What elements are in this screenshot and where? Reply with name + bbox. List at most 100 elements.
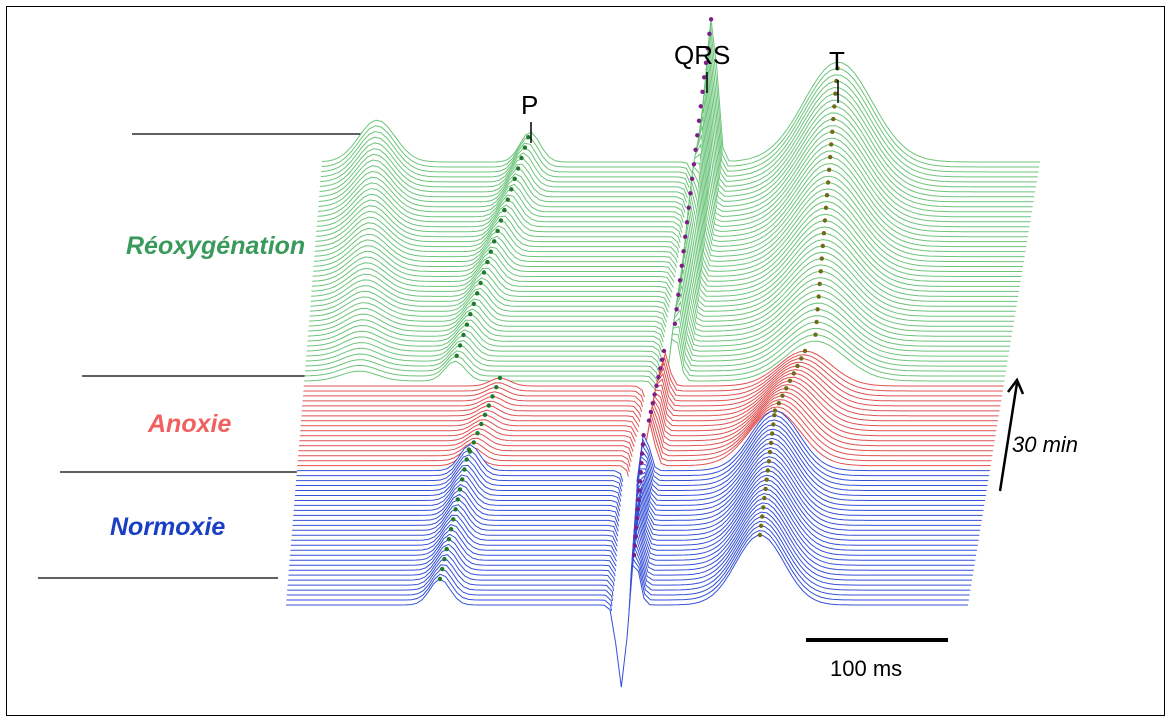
p-marker-60 (478, 280, 483, 286)
qrs-marker-78 (700, 89, 705, 95)
t-marker-36 (787, 378, 793, 383)
qrs-marker-16 (637, 479, 643, 484)
p-marker-14 (453, 507, 458, 512)
ecg-trace-48 (305, 317, 1007, 390)
t-marker-58 (819, 256, 824, 261)
ecg-trace-62 (311, 210, 1019, 323)
time-arrow (998, 377, 1025, 492)
qrs-marker-28 (646, 418, 652, 423)
qrs-marker-34 (652, 392, 657, 397)
p-marker-62 (481, 270, 487, 275)
t-marker-66 (823, 205, 829, 210)
ecg-trace-87 (321, 29, 1039, 201)
t-marker-82 (832, 104, 837, 109)
t-marker-70 (825, 180, 831, 185)
ecg-trace-58 (309, 238, 1015, 339)
t-marker-34 (784, 386, 789, 391)
t-marker-20 (768, 440, 774, 446)
ecg-trace-75 (316, 125, 1029, 257)
qrs-marker-62 (686, 205, 691, 210)
t-marker-54 (817, 281, 822, 287)
qrs-marker-36 (654, 383, 659, 388)
qrs-marker-26 (641, 433, 646, 438)
t-marker-78 (830, 129, 835, 134)
qrs-marker-14 (637, 488, 642, 493)
p-marker-50 (461, 332, 466, 338)
qrs-marker-48 (674, 307, 679, 312)
t-marker-12 (764, 477, 769, 482)
p-marker-46 (454, 353, 459, 358)
t-marker-22 (770, 431, 775, 436)
ecg-trace-0 (286, 534, 968, 688)
t-marker-56 (818, 269, 823, 274)
t-marker-2 (758, 523, 764, 528)
qrs-marker-38 (656, 374, 661, 380)
ecg-trace-54 (307, 269, 1012, 356)
qrs-marker-86 (707, 31, 712, 36)
phase-label-anoxie: Anoxie (148, 410, 232, 438)
t-marker-38 (791, 371, 796, 376)
ecg-trace-81 (318, 72, 1034, 224)
ecg-trace-60 (310, 223, 1017, 331)
p-marker-88 (526, 135, 531, 140)
ecg-trace-24 (295, 423, 988, 533)
qrs-marker-58 (683, 234, 688, 239)
t-marker-0 (757, 532, 763, 538)
ecg-trace-61 (310, 216, 1018, 327)
ecg-trace-71 (314, 162, 1026, 280)
qrs-marker-80 (702, 75, 707, 80)
ecg-trace-67 (313, 180, 1023, 300)
p-marker-74 (502, 207, 507, 213)
p-marker-86 (522, 145, 528, 150)
t-marker-50 (815, 307, 820, 312)
ecg-trace-55 (308, 261, 1013, 350)
p-marker-70 (495, 228, 500, 234)
p-marker-10 (448, 527, 454, 532)
p-marker-80 (512, 176, 517, 181)
t-marker-46 (813, 332, 818, 337)
ecg-trace-57 (309, 245, 1015, 343)
p-marker-36 (482, 412, 488, 417)
ecg-trace-45 (304, 338, 1005, 405)
qrs-marker-50 (676, 292, 681, 297)
scale-bar-label: 100 ms (830, 656, 903, 681)
ecg-trace-50 (306, 300, 1009, 379)
ecg-trace-74 (315, 134, 1028, 263)
qrs-marker-20 (639, 460, 644, 466)
qrs-marker-10 (635, 506, 640, 512)
ecg-trace-69 (313, 169, 1024, 290)
ecg-trace-16 (292, 460, 981, 580)
trace-occlusion-84 (320, 50, 1036, 213)
t-marker-52 (816, 294, 821, 299)
ecg-trace-52 (306, 285, 1011, 367)
phase-label-reoxygenation: Réoxygénation (126, 232, 306, 260)
qrs-marker-4 (633, 534, 638, 539)
trace-occlusion-0 (286, 535, 968, 688)
trace-occlusion-43 (303, 354, 1003, 415)
t-marker-62 (821, 231, 827, 236)
qrs-marker-8 (634, 515, 640, 521)
t-marker-26 (772, 413, 777, 418)
qrs-marker-44 (661, 348, 667, 354)
p-marker-56 (471, 301, 476, 306)
ecg-trace-12 (290, 479, 978, 602)
ecg-trace-76 (316, 116, 1030, 252)
p-marker-66 (488, 249, 493, 254)
t-marker-88 (835, 66, 840, 71)
qrs-marker-60 (684, 220, 690, 225)
phase-label-normoxie: Normoxie (110, 513, 226, 541)
ecg-trace-84 (319, 49, 1036, 214)
wave-tick-lines (530, 72, 839, 143)
ecg-traces (286, 18, 1040, 688)
phase-divider-lines (38, 133, 372, 579)
qrs-marker-22 (639, 451, 645, 456)
p-marker-18 (457, 487, 463, 492)
t-marker-80 (831, 116, 836, 122)
p-marker-78 (509, 187, 514, 192)
ecg-trace-77 (317, 107, 1031, 246)
t-marker-32 (780, 393, 785, 398)
p-marker-20 (460, 477, 465, 482)
ecg-trace-89 (321, 18, 1040, 192)
ecg-trace-78 (317, 98, 1032, 240)
t-marker-48 (814, 319, 819, 325)
